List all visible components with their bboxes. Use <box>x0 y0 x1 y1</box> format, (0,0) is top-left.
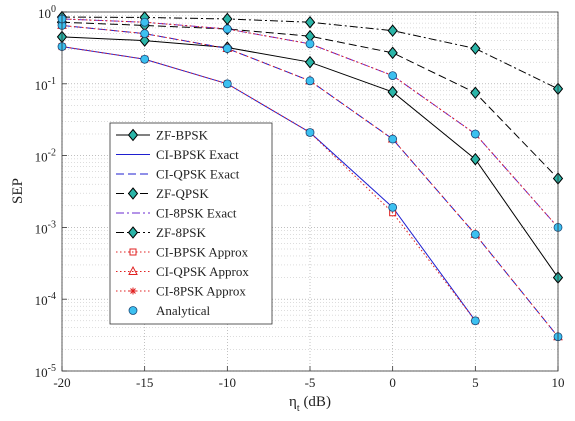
legend-label: Analytical <box>156 303 211 318</box>
marker <box>128 265 138 275</box>
marker <box>222 79 232 89</box>
marker <box>388 71 398 81</box>
y-tick-label: 10-2 <box>35 148 56 165</box>
marker <box>387 85 398 99</box>
marker <box>140 29 150 39</box>
legend-label: CI-QPSK Exact <box>156 167 240 182</box>
marker <box>305 39 315 49</box>
x-tick-label: -20 <box>53 375 70 390</box>
marker <box>222 12 233 26</box>
ticks: -20 -15 -10 -5 0 5 10 10-5 10-4 10-3 10-2 10-1 100 <box>35 4 565 390</box>
marker <box>128 306 138 315</box>
marker <box>127 128 139 142</box>
marker <box>140 54 150 64</box>
marker <box>470 129 480 139</box>
marker <box>139 34 150 47</box>
marker <box>387 24 398 37</box>
legend-label: CI-QPSK Approx <box>156 264 249 279</box>
marker <box>470 42 481 55</box>
marker <box>305 128 315 137</box>
x-tick-label: -10 <box>219 375 236 390</box>
marker <box>304 15 316 29</box>
legend-label: ZF-QPSK <box>156 186 209 201</box>
y-axis-label: SEP <box>10 178 26 204</box>
x-tick-label: 10 <box>552 375 565 390</box>
legend-label: CI-BPSK Approx <box>156 245 249 260</box>
marker <box>222 44 232 53</box>
marker <box>305 76 315 86</box>
y-tick-label: 10-4 <box>35 291 56 308</box>
legend-label: ZF-BPSK <box>156 128 209 143</box>
y-tick-label: 100 <box>38 4 56 21</box>
marker <box>129 248 137 256</box>
marker <box>127 226 139 239</box>
marker <box>129 287 137 295</box>
marker <box>470 316 480 326</box>
legend-label: CI-BPSK Exact <box>156 147 239 162</box>
marker <box>470 152 481 166</box>
marker <box>388 202 398 212</box>
legend-label: CI-8PSK Approx <box>156 284 246 299</box>
y-tick-label: 10-5 <box>35 363 56 380</box>
plot-area <box>56 10 564 342</box>
x-tick-label: -5 <box>305 375 316 390</box>
marker <box>222 24 232 34</box>
marker <box>387 46 398 60</box>
legend: ZF-BPSK CI-BPSK Exact CI-QPSK Exact ZF-QPSK… <box>109 122 273 325</box>
marker <box>140 17 150 27</box>
marker <box>388 134 398 144</box>
x-axis-label: ηt (dB) <box>289 394 331 414</box>
x-tick-label: 5 <box>472 375 479 390</box>
series-line <box>61 46 476 322</box>
marker <box>470 229 480 239</box>
legend-label: CI-8PSK Exact <box>156 206 237 221</box>
legend-label: ZF-8PSK <box>156 225 206 240</box>
y-tick-label: 10-1 <box>35 76 56 93</box>
marker <box>127 187 139 200</box>
marker <box>470 86 481 100</box>
y-tick-label: 10-3 <box>35 219 56 236</box>
marker <box>304 55 316 69</box>
x-tick-label: 0 <box>389 375 396 390</box>
x-tick-label: -15 <box>136 375 153 390</box>
